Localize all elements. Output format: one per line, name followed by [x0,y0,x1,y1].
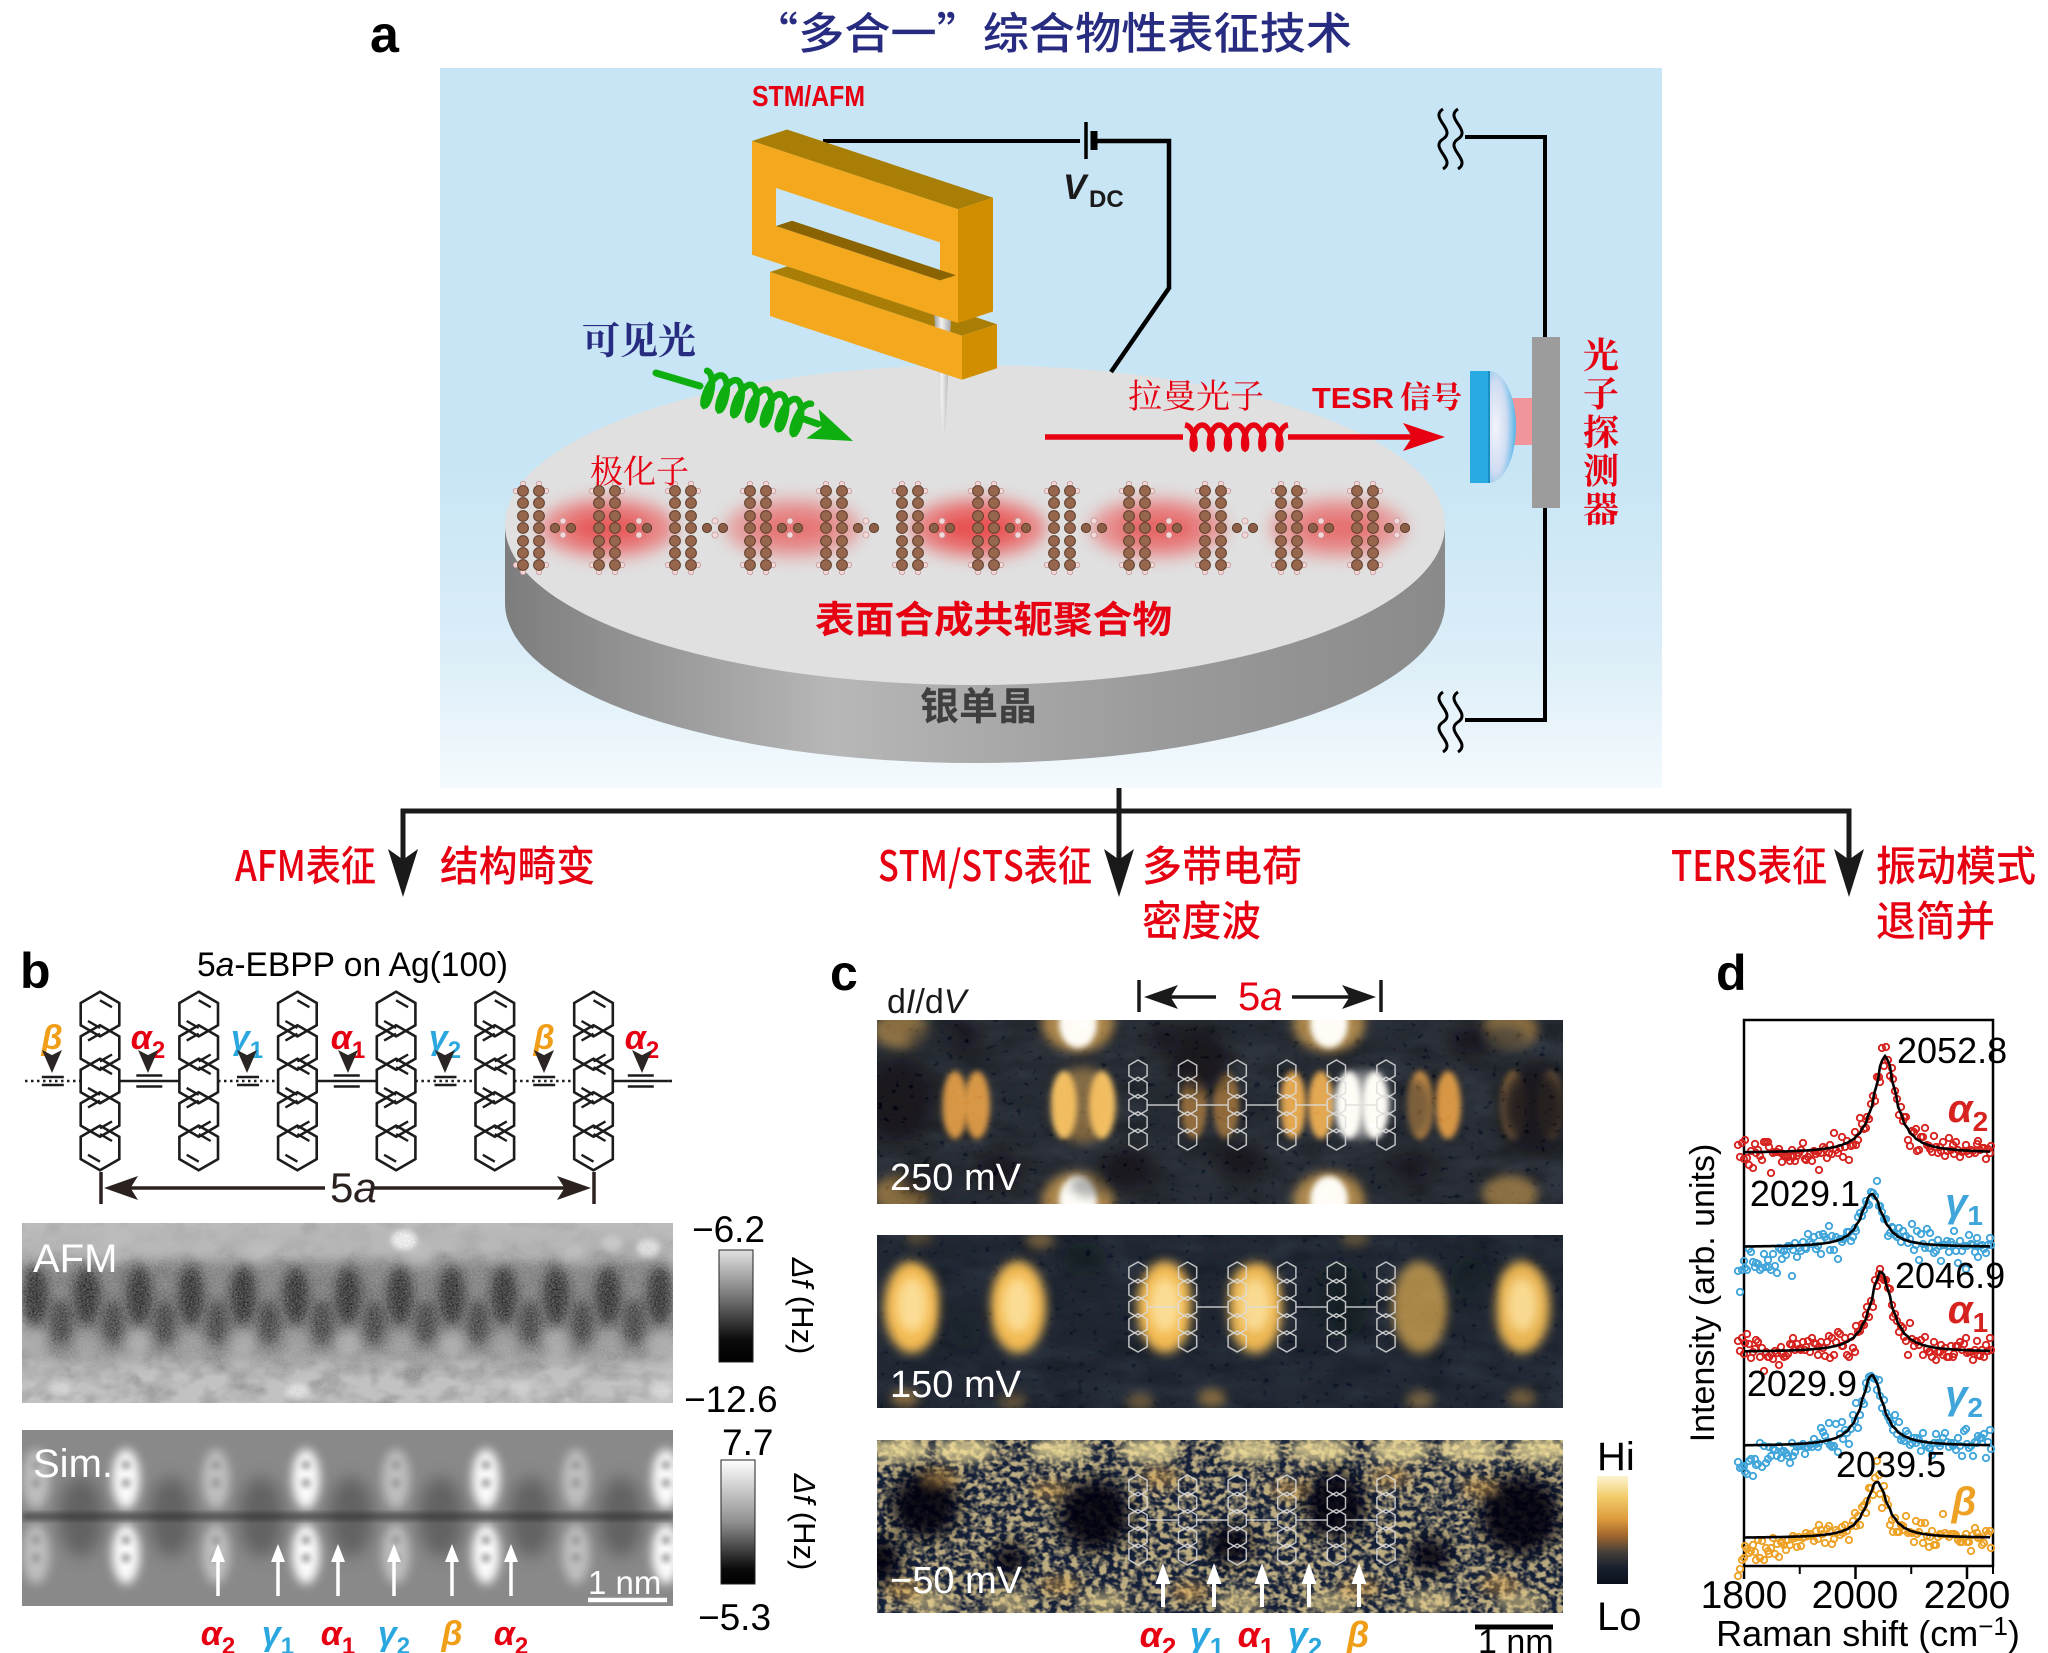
svg-text:2200: 2200 [1924,1574,2011,1617]
svg-text:β: β [1346,1614,1369,1653]
svg-text:dI/dV: dI/dV [887,983,970,1021]
svg-text:Sim.: Sim. [33,1442,113,1486]
svg-text:−6.2: −6.2 [692,1209,765,1250]
svg-text:STM/AFM: STM/AFM [752,81,865,113]
svg-text:d: d [1716,945,1747,1001]
svg-text:2052.8: 2052.8 [1897,1030,2007,1071]
svg-text:−12.6: −12.6 [684,1379,778,1420]
svg-text:α2: α2 [494,1615,528,1653]
svg-text:2039.5: 2039.5 [1836,1444,1946,1485]
svg-text:c: c [830,945,858,1001]
svg-text:1800: 1800 [1701,1574,1788,1617]
svg-text:2046.9: 2046.9 [1895,1255,2005,1296]
svg-text:Δf (Hz): Δf (Hz) [787,1473,822,1571]
svg-text:b: b [20,943,51,999]
svg-text:β: β [40,1019,62,1057]
svg-text:γ1: γ1 [262,1615,294,1653]
svg-text:5a-EBPP on Ag(100): 5a-EBPP on Ag(100) [197,946,508,984]
svg-text:β: β [440,1615,462,1653]
svg-text:2029.1: 2029.1 [1750,1173,1860,1214]
svg-text:α2: α2 [1140,1614,1177,1653]
svg-text:Δf (Hz): Δf (Hz) [785,1257,820,1355]
svg-text:DC: DC [1089,186,1124,213]
svg-text:1 nm: 1 nm [588,1564,661,1601]
svg-text:5a: 5a [1238,975,1283,1019]
svg-text:a: a [370,6,400,64]
svg-text:Hi: Hi [1597,1435,1635,1479]
svg-text:Intensity (arb. units): Intensity (arb. units) [1684,1144,1722,1443]
svg-text:α1: α1 [1238,1614,1275,1653]
svg-text:AFM: AFM [33,1237,117,1281]
svg-text:β: β [532,1019,554,1057]
svg-text:2029.9: 2029.9 [1747,1363,1857,1404]
svg-text:β: β [1951,1480,1977,1524]
svg-text:α2: α2 [201,1615,235,1653]
svg-text:TESR: TESR [1312,383,1394,415]
svg-text:α1: α1 [321,1615,355,1653]
svg-text:2000: 2000 [1812,1574,1899,1617]
svg-text:Raman shift (cm−1): Raman shift (cm−1) [1716,1611,2020,1653]
svg-text:γ2: γ2 [378,1615,410,1653]
svg-text:5a: 5a [330,1164,377,1211]
svg-text:Lo: Lo [1597,1595,1642,1639]
svg-text:1 nm: 1 nm [1478,1623,1554,1653]
svg-text:γ2: γ2 [1288,1614,1323,1653]
svg-text:150 mV: 150 mV [890,1364,1022,1406]
svg-text:7.7: 7.7 [722,1422,773,1463]
svg-text:−5.3: −5.3 [698,1597,771,1638]
svg-text:250 mV: 250 mV [890,1157,1022,1199]
svg-text:−50 mV: −50 mV [890,1560,1023,1602]
svg-text:γ1: γ1 [1190,1614,1225,1653]
svg-text:V: V [1063,168,1089,207]
